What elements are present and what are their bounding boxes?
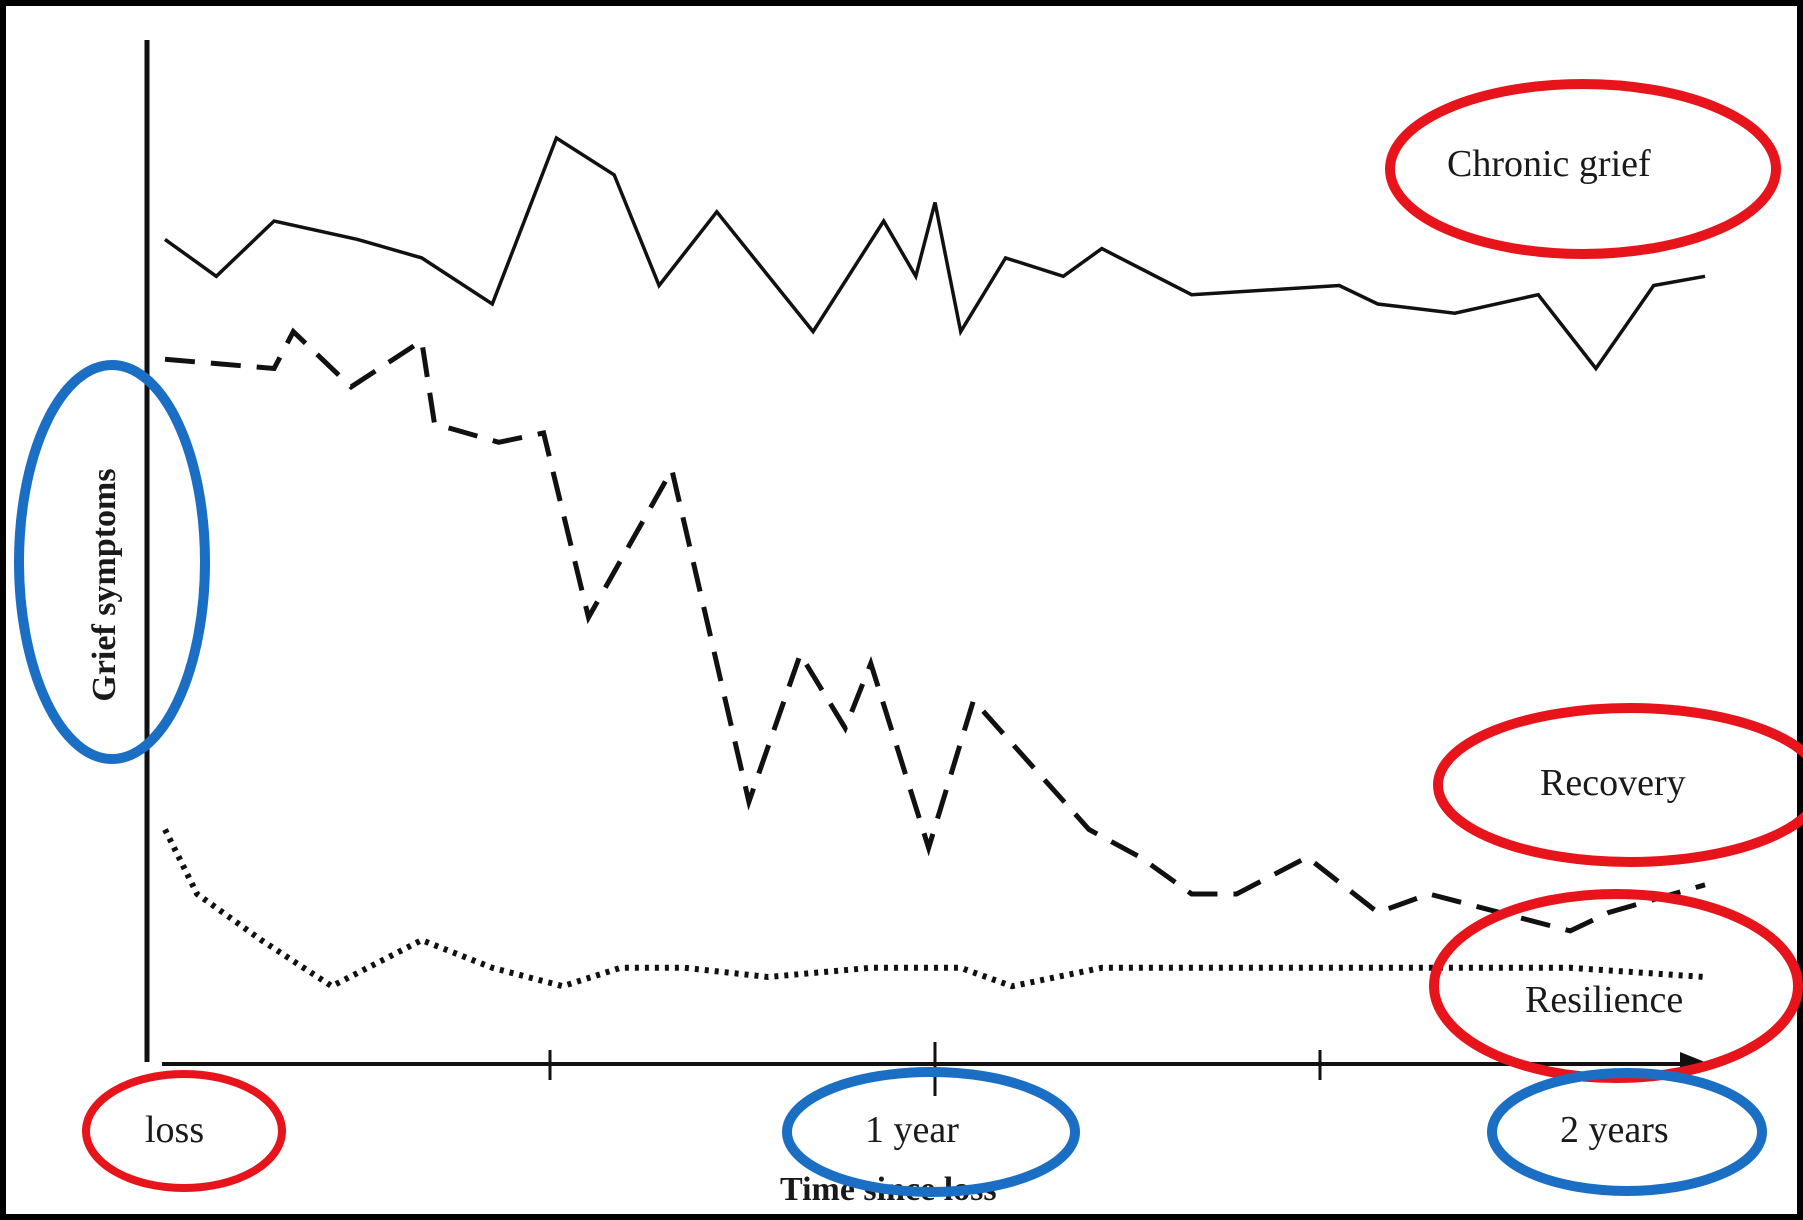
highlight-ellipse-grief-symptoms	[14, 360, 210, 764]
series-line-chronic-grief	[163, 135, 1706, 372]
y-axis-title: Grief symptoms	[86, 468, 123, 701]
highlight-ellipse-recovery	[1433, 703, 1803, 867]
chart-background	[6, 6, 1797, 1214]
highlight-ellipse-loss	[82, 1070, 286, 1192]
series-line-recovery	[164, 327, 1706, 934]
x-tick-label-loss: loss	[145, 1109, 204, 1151]
series-line-resilience	[162, 828, 1706, 990]
highlight-ellipse-chronic-grief	[1385, 79, 1781, 259]
x-tick-label-2-years: 2 years	[1560, 1109, 1669, 1151]
highlight-ellipse-2-years	[1487, 1068, 1767, 1196]
series-label-resilience: Resilience	[1525, 979, 1683, 1021]
series-layer	[162, 135, 1706, 990]
series-label-recovery: Recovery	[1540, 762, 1686, 804]
x-tick-label-1-year: 1 year	[865, 1109, 959, 1151]
series-label-chronic-grief: Chronic grief	[1447, 143, 1651, 185]
highlight-ellipse-1-year	[782, 1067, 1080, 1197]
